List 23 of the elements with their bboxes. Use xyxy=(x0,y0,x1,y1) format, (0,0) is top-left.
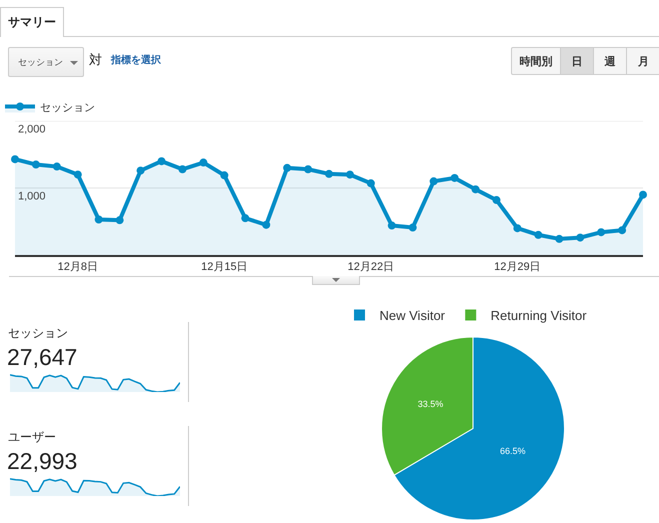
data-label: 33.5% xyxy=(418,399,444,410)
button: 日 xyxy=(561,47,594,75)
tab: サマリー xyxy=(0,7,64,37)
chart-subtitle: 22,993 xyxy=(7,447,78,475)
chart-subtitle: 27,647 xyxy=(7,343,78,371)
legend-label: セッション xyxy=(40,102,95,114)
chart-title: セッション xyxy=(8,325,68,342)
x-tick-label: 12月15日 xyxy=(201,261,248,274)
y-tick-label: 2,000 xyxy=(18,124,46,136)
legend-label: New Visitor xyxy=(380,308,446,324)
data-label: 66.5% xyxy=(500,446,526,456)
legend-label: Returning Visitor xyxy=(490,308,588,324)
chart-title: ユーザー xyxy=(8,429,56,446)
text: 指標を選択 xyxy=(111,54,161,67)
button: 月 xyxy=(627,47,659,75)
y-tick-label: 1,000 xyxy=(18,190,46,203)
x-tick-label: 12月29日 xyxy=(494,261,541,274)
x-tick-label: 12月22日 xyxy=(348,261,394,274)
x-tick-label: 12月8日 xyxy=(58,261,98,274)
button: 時間別 xyxy=(511,47,561,75)
dropdown: セッション xyxy=(8,47,84,77)
button: 週 xyxy=(594,47,627,75)
text: 対 xyxy=(89,52,102,68)
